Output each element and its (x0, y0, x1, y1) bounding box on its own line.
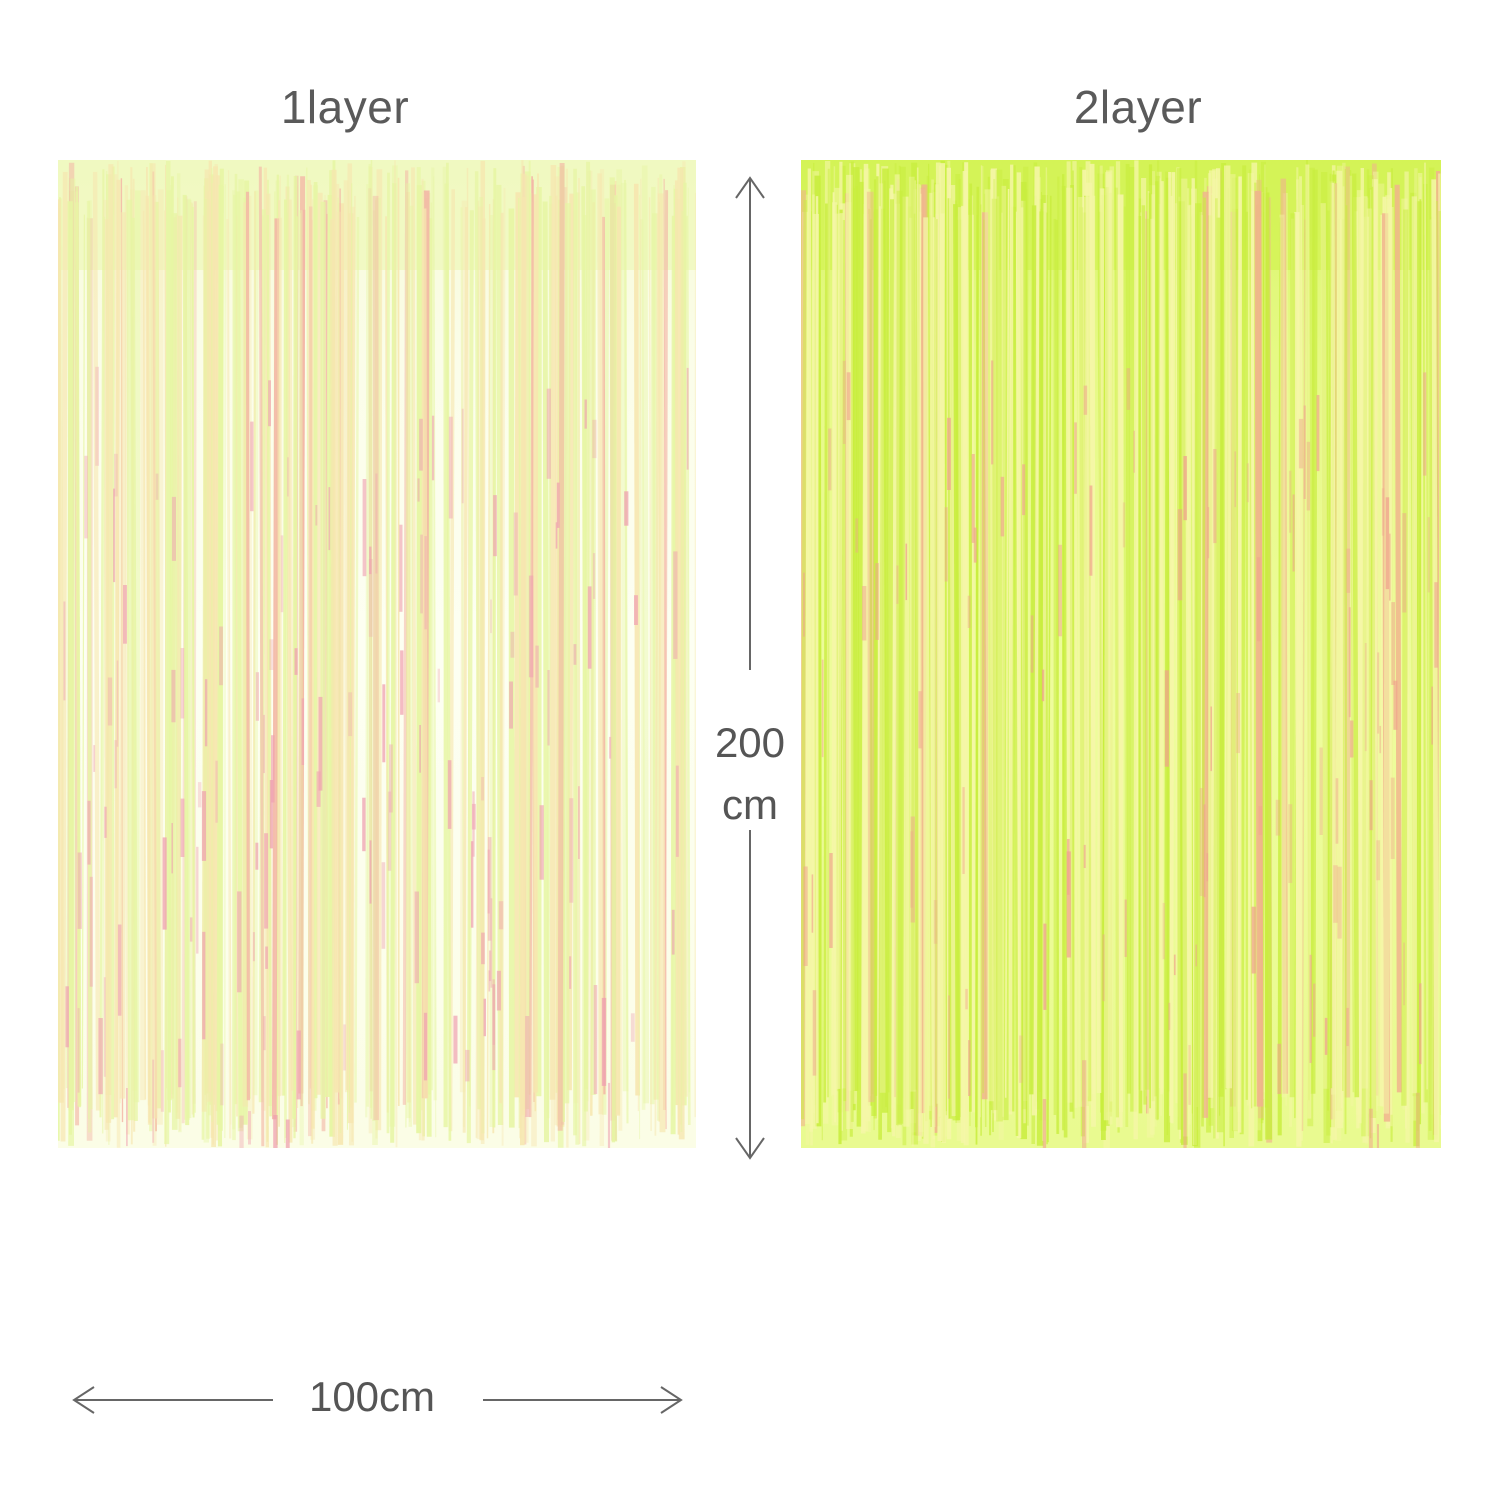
one-layer-label: 1layer (280, 81, 410, 133)
width-arrow-right-icon (483, 1386, 683, 1414)
double-layer-curtain-image (801, 160, 1441, 1148)
height-arrow-bottom-icon (735, 830, 765, 1160)
width-arrow-left-icon (72, 1386, 273, 1414)
height-value: 200 (714, 719, 786, 766)
two-layer-label: 2layer (1073, 81, 1203, 133)
height-arrow-icon (735, 176, 765, 670)
height-unit: cm (722, 781, 778, 828)
single-layer-curtain-image (58, 160, 696, 1148)
width-value: 100cm (308, 1373, 436, 1420)
